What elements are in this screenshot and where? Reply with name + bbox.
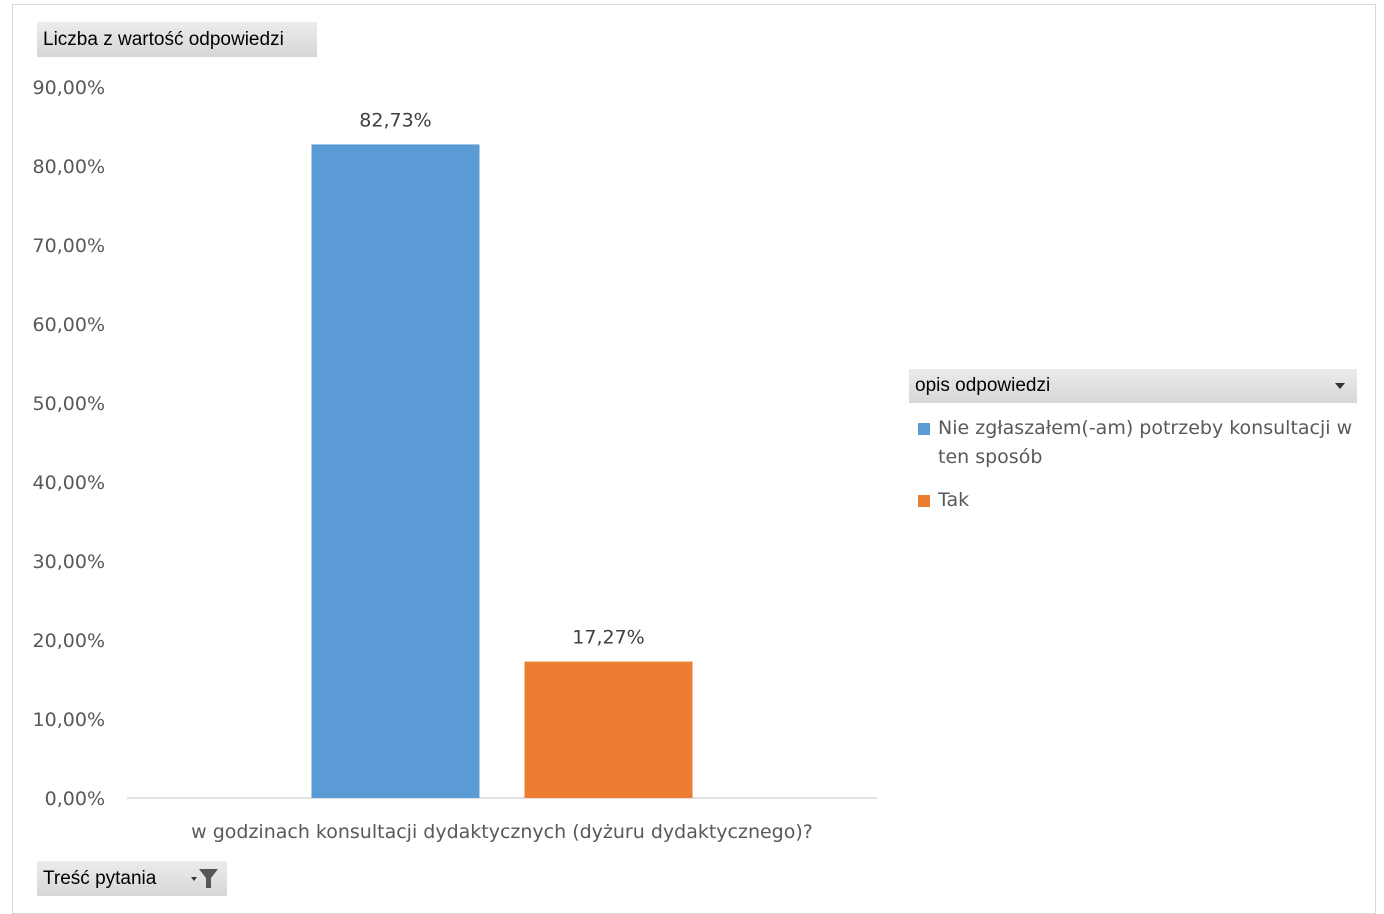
y-tick-label: 50,00% bbox=[33, 393, 105, 415]
y-axis: 0,00% 10,00% 20,00% 30,00% 40,00% 50,00% 60,00… bbox=[33, 77, 105, 810]
y-tick-label: 70,00% bbox=[33, 235, 105, 257]
y-tick-label: 90,00% bbox=[33, 77, 105, 99]
filter-icon[interactable] bbox=[189, 868, 219, 890]
legend-item[interactable]: Nie zgłaszałem(-am) potrzeby konsultacji… bbox=[918, 414, 1373, 472]
bars bbox=[311, 144, 693, 799]
value-field-label: Liczba z wartość odpowiedzi bbox=[43, 29, 284, 50]
legend: Nie zgłaszałem(-am) potrzeby konsultacji… bbox=[918, 414, 1373, 529]
legend-field-button[interactable]: opis odpowiedzi bbox=[909, 369, 1357, 403]
legend-label: Tak bbox=[938, 489, 970, 511]
category-field-label: Treść pytania bbox=[43, 868, 157, 889]
y-tick-label: 0,00% bbox=[45, 788, 105, 810]
data-label: 17,27% bbox=[572, 627, 644, 649]
y-tick-label: 40,00% bbox=[33, 472, 105, 494]
legend-swatch-0 bbox=[918, 423, 930, 435]
y-tick-label: 10,00% bbox=[33, 709, 105, 731]
value-field-button[interactable]: Liczba z wartość odpowiedzi bbox=[37, 22, 317, 57]
legend-field-label: opis odpowiedzi bbox=[915, 375, 1051, 396]
data-label: 82,73% bbox=[359, 109, 431, 131]
legend-swatch-1 bbox=[918, 495, 930, 507]
y-tick-label: 80,00% bbox=[33, 156, 105, 178]
data-labels: 82,73% 17,27% bbox=[359, 109, 644, 648]
legend-item[interactable]: Tak bbox=[918, 486, 1373, 515]
legend-label: Nie zgłaszałem(-am) potrzeby konsultacji… bbox=[938, 417, 1353, 468]
y-tick-label: 20,00% bbox=[33, 630, 105, 652]
y-tick-label: 30,00% bbox=[33, 551, 105, 573]
chevron-down-icon[interactable] bbox=[1335, 383, 1345, 389]
bar[interactable] bbox=[524, 661, 693, 798]
bar[interactable] bbox=[311, 144, 480, 799]
y-tick-label: 60,00% bbox=[33, 314, 105, 336]
category-field-button[interactable]: Treść pytania bbox=[37, 861, 227, 896]
chart-frame bbox=[12, 4, 1376, 914]
x-category-label: w godzinach konsultacji dydaktycznych (d… bbox=[191, 821, 813, 843]
